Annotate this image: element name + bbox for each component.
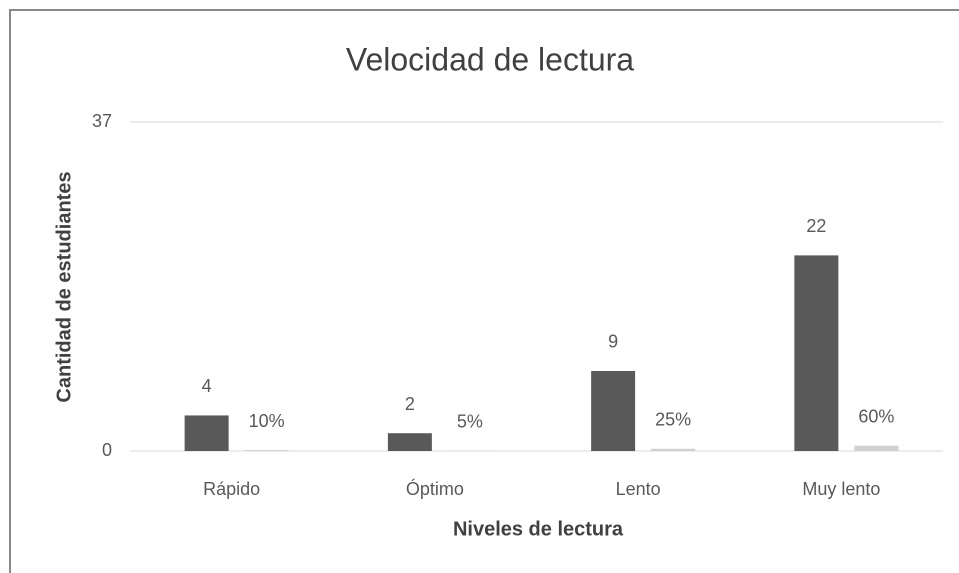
x-tick-label: Rápido — [203, 479, 260, 499]
y-tick-label: 0 — [102, 440, 112, 460]
bar — [387, 433, 432, 451]
x-axis-title: Niveles de lectura — [453, 518, 624, 540]
data-label: 9 — [608, 332, 618, 352]
chart-title: Velocidad de lectura — [346, 41, 634, 77]
bar — [591, 370, 636, 451]
bar — [794, 255, 839, 451]
x-tick-label: Muy lento — [802, 479, 880, 499]
y-tick-label: 37 — [92, 111, 112, 131]
data-label: 22 — [806, 216, 826, 236]
data-label: 60% — [858, 406, 894, 426]
data-label: 25% — [655, 410, 691, 430]
bar — [854, 445, 899, 451]
y-axis-title: Cantidad de estudiantes — [53, 171, 75, 402]
data-label: 2 — [405, 394, 415, 414]
data-label: 10% — [249, 411, 285, 431]
x-tick-label: Lento — [616, 479, 661, 499]
x-tick-label: Óptimo — [406, 478, 464, 499]
bar — [184, 415, 229, 451]
bar — [244, 450, 289, 451]
frame — [9, 9, 959, 573]
data-label: 5% — [457, 411, 483, 431]
data-label: 4 — [202, 376, 212, 396]
bar — [651, 448, 696, 451]
